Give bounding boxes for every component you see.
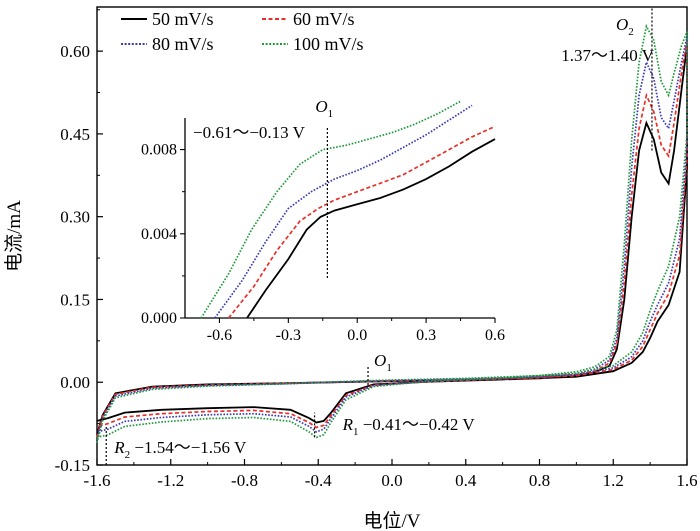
inset-y-tick-label: 0.004 [141, 226, 177, 243]
inset-x-tick-label: 0.3 [416, 327, 436, 344]
x-tick-label: -0.4 [305, 471, 332, 490]
inset-series-50-mv-s [246, 138, 496, 319]
legend-label-80-mv-s: 80 mV/s [152, 34, 214, 54]
inset-series-100-mv-s [200, 100, 462, 319]
main-plot: -1.6 -1.2 -0.8 -0.4 0.0 0.4 0.8 1.2 1.6-0.150.00… [3, 6, 698, 531]
inset-label-o1-range: −0.61～−0.13 V [193, 123, 306, 142]
legend-label-50-mv-s: 50 mV/s [152, 9, 214, 29]
inset-x-tick-label: -0.6 [207, 327, 232, 344]
label-o2-range: 1.37～1.40 V [561, 46, 654, 65]
y-tick-label: 0.00 [60, 373, 90, 392]
label-o2: O2 [616, 15, 634, 38]
x-tick-label: -0.8 [231, 471, 258, 490]
inset-x-tick-label: 0.0 [347, 327, 367, 344]
y-tick-label: 0.30 [60, 208, 90, 227]
x-tick-label: 0.4 [455, 471, 477, 490]
inset-x-tick-label: -0.3 [276, 327, 301, 344]
x-tick-label: 1.2 [603, 471, 624, 490]
label-r2: R2 −1.54～−1.56 V [113, 438, 247, 461]
label-o1-main: O1 [374, 351, 392, 374]
inset-series-80-mv-s [214, 104, 473, 319]
legend-label-100-mv-s: 100 mV/s [293, 34, 364, 54]
y-tick-label: 0.60 [60, 42, 90, 61]
inset-plot: -0.6 -0.3 0.0 0.3 0.6 0.000 0.004 0.008 O1 −0.61～… [141, 97, 505, 344]
x-tick-label: 0.8 [529, 471, 550, 490]
x-tick-label: -1.6 [84, 471, 111, 490]
inset-y-tick-label: 0.008 [141, 142, 177, 159]
inset-x-tick-label: 0.6 [485, 327, 505, 344]
series-100-mv-s [96, 23, 688, 444]
y-tick-label: 0.45 [60, 125, 90, 144]
y-tick-label: -0.15 [55, 456, 90, 475]
inset-label-o1: O1 [315, 97, 333, 120]
x-tick-label: 1.6 [676, 471, 697, 490]
legend: 50 mV/s 60 mV/s 80 mV/s 100 mV/s [121, 9, 364, 54]
label-r1: R1 −0.41～−0.42 V [342, 415, 476, 438]
x-tick-label: -1.2 [157, 471, 184, 490]
x-axis-label: 电位/V [363, 510, 420, 531]
inset-series-60-mv-s [227, 125, 496, 319]
x-tick-label: 0.0 [381, 471, 402, 490]
legend-label-60-mv-s: 60 mV/s [293, 9, 355, 29]
y-tick-label: 0.15 [60, 290, 90, 309]
inset-y-tick-label: 0.000 [141, 310, 177, 327]
y-axis-label: 电流/mA [3, 200, 25, 272]
